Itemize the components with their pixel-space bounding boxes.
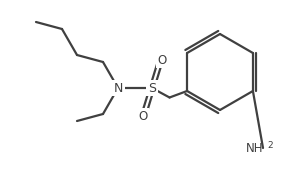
Text: S: S xyxy=(148,82,156,95)
Text: N: N xyxy=(113,82,123,95)
Text: 2: 2 xyxy=(267,141,273,149)
Text: O: O xyxy=(138,110,148,122)
Text: O: O xyxy=(157,54,167,66)
Text: NH: NH xyxy=(246,142,263,155)
